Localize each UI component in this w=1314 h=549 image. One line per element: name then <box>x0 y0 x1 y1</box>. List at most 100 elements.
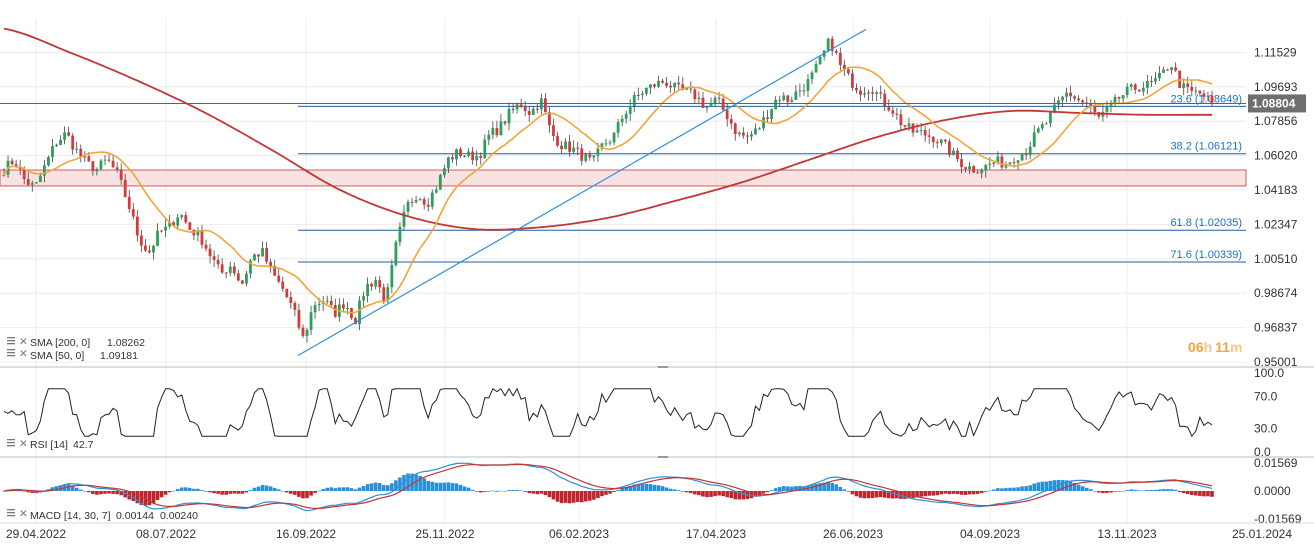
candle-body <box>1202 93 1206 97</box>
close-icon[interactable]: ✕ <box>19 336 28 348</box>
macd-histogram-bar <box>680 491 685 492</box>
candle-body <box>75 148 79 150</box>
candle-body <box>903 125 907 127</box>
candle-body <box>1057 100 1060 105</box>
candle-body <box>943 139 947 142</box>
macd-histogram-bar <box>442 482 447 491</box>
candle-body <box>1073 96 1077 99</box>
menu-icon[interactable] <box>7 337 15 345</box>
pane-resize-handle[interactable] <box>658 456 668 458</box>
sma50-legend[interactable]: ✕ SMA [50, 0] 1.09181 <box>7 348 138 362</box>
macd-histogram-bar <box>798 486 802 491</box>
candle-body <box>438 175 442 190</box>
candle-body <box>717 97 721 99</box>
rsi-legend[interactable]: ✕ RSI [14] 42.7 <box>7 438 94 451</box>
macd-histogram-bar <box>951 491 956 494</box>
price-tick-label: 1.09693 <box>1254 80 1298 94</box>
macd-histogram-bar <box>668 488 673 491</box>
time-axis: 29.04.2022 08.07.2022 16.09.2022 25.11.2022… <box>6 527 1292 541</box>
macd-histogram-bar <box>454 483 459 491</box>
macd-histogram-bar <box>684 491 689 493</box>
close-icon[interactable]: ✕ <box>19 508 28 520</box>
macd-histogram-bar <box>434 482 439 491</box>
candle-body <box>624 113 628 119</box>
macd-histogram-bar <box>830 482 835 491</box>
candle-body <box>980 170 984 174</box>
macd-histogram-bar <box>1169 489 1174 491</box>
candle-body <box>47 156 50 166</box>
candle-body <box>434 189 438 193</box>
macd-histogram-bar <box>1076 484 1081 491</box>
time-tick-label: 16.09.2022 <box>276 527 336 541</box>
macd-histogram-bar <box>26 491 31 493</box>
fib-level-label: 23.6 (1.08649) <box>1170 93 1242 105</box>
macd-legend[interactable]: ✕ MACD [14, 30, 7] 0.00144 0.00240 <box>7 508 198 522</box>
macd-histogram-bar <box>495 491 499 492</box>
macd-histogram-bar <box>931 491 936 496</box>
candle-body <box>354 318 357 325</box>
menu-icon[interactable] <box>7 349 15 357</box>
candle-body <box>289 296 293 303</box>
macd-histogram-bar <box>398 477 402 491</box>
candle-body <box>616 122 620 133</box>
candle-body <box>956 150 959 160</box>
macd-histogram-bar <box>115 491 119 495</box>
candle-body <box>527 111 531 115</box>
macd-histogram-bar <box>656 485 661 491</box>
candle-body <box>301 327 305 336</box>
macd-histogram-bar <box>579 491 584 503</box>
macd-histogram-bar <box>1012 487 1016 491</box>
macd-histogram-bar <box>721 491 725 497</box>
candle-body <box>1149 80 1153 82</box>
candle-body <box>1206 95 1210 97</box>
candle-body <box>63 132 67 140</box>
fib-level-label: 61.8 (1.02035) <box>1170 217 1242 229</box>
pane-resize-handle[interactable] <box>658 366 668 368</box>
time-tick-label: 25.11.2022 <box>415 527 474 541</box>
macd-histogram-bar <box>503 490 507 492</box>
menu-icon[interactable] <box>7 509 15 517</box>
close-icon[interactable]: ✕ <box>19 438 28 450</box>
macd-histogram-bar <box>167 491 172 493</box>
candle-body <box>519 104 523 107</box>
candle-body <box>952 150 955 155</box>
macd-histogram-bar <box>640 484 645 491</box>
candle-body <box>552 125 555 136</box>
candle-body <box>762 117 765 129</box>
sma200-legend[interactable]: ✕ SMA [200, 0] 1.08262 <box>7 336 145 349</box>
macd-histogram-bar <box>676 490 681 491</box>
menu-icon[interactable] <box>7 439 15 447</box>
macd-histogram-bar <box>834 484 839 491</box>
macd-histogram-bar <box>652 484 657 491</box>
candle-body <box>758 128 761 130</box>
candle-body <box>261 247 264 257</box>
candle-body <box>915 130 919 133</box>
macd-histogram-bar <box>1088 489 1093 491</box>
macd-histogram-bar <box>91 491 95 494</box>
macd-histogram-bar <box>947 491 952 495</box>
macd-histogram-bar <box>971 491 976 495</box>
time-tick-label: 17.04.2023 <box>686 527 746 541</box>
macd-histogram-bar <box>575 491 580 502</box>
macd-histogram-bar <box>224 491 229 495</box>
macd-histogram-bar <box>644 483 649 491</box>
candle-body <box>14 164 18 167</box>
macd-histogram-bar <box>87 491 91 493</box>
macd-histogram-bar <box>882 491 887 498</box>
macd-histogram-bar <box>620 488 624 491</box>
candle-body <box>325 300 329 302</box>
macd-histogram-bar <box>147 491 152 506</box>
candle-body <box>346 308 349 310</box>
candle-body <box>277 275 281 282</box>
macd-histogram-bar <box>276 489 281 491</box>
macd-histogram-bar <box>1008 487 1012 491</box>
candle-body <box>152 245 155 253</box>
candle-body <box>1174 67 1178 71</box>
close-icon[interactable]: ✕ <box>19 348 28 360</box>
candle-body <box>406 201 410 212</box>
candle-body <box>608 142 612 144</box>
price-tick-label: 1.00510 <box>1254 252 1298 266</box>
candle-body <box>1028 146 1032 155</box>
candle-body <box>487 134 491 140</box>
